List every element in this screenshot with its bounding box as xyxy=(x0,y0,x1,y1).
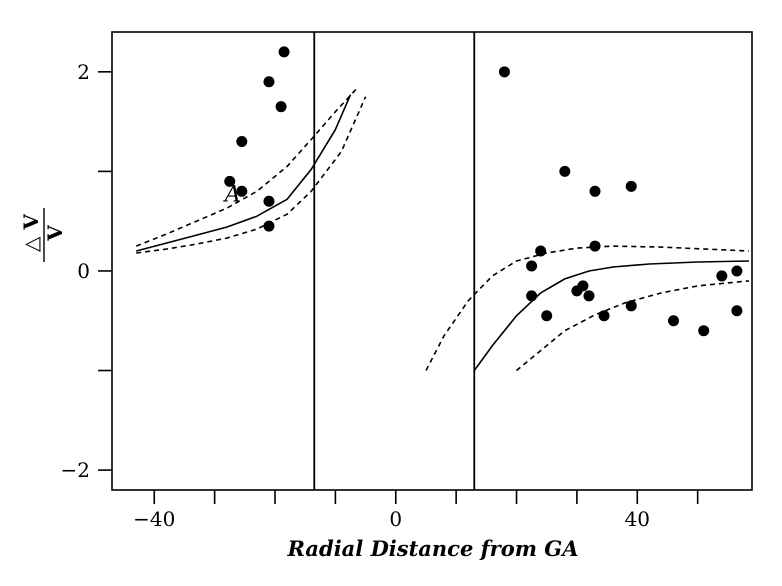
data-point xyxy=(668,315,680,327)
model-curve-dashed xyxy=(136,96,367,254)
x-tick-label: 0 xyxy=(389,507,402,531)
data-point xyxy=(589,240,601,252)
model-curve-solid xyxy=(135,94,352,252)
plot-frame xyxy=(111,31,753,491)
data-point xyxy=(275,101,287,113)
x-tick-label: −40 xyxy=(133,507,175,531)
axis-tick-labels: −40 0 40 −2 0 2 xyxy=(61,60,650,531)
data-point xyxy=(236,185,248,197)
vertical-lines xyxy=(313,32,476,490)
data-point xyxy=(625,180,637,192)
data-point xyxy=(498,66,510,78)
data-point xyxy=(263,76,275,88)
data-point xyxy=(598,310,610,322)
data-point xyxy=(698,325,710,337)
axis-ticks xyxy=(98,71,699,504)
y-tick-label: 2 xyxy=(77,60,90,84)
data-point xyxy=(559,165,571,177)
data-point xyxy=(278,46,290,58)
annotation-label: A xyxy=(223,182,241,207)
data-point xyxy=(526,260,538,272)
y-tick-label: 0 xyxy=(77,259,90,283)
model-curves xyxy=(135,88,750,372)
x-axis-label: Radial Distance from GA xyxy=(286,536,578,561)
data-point xyxy=(541,310,553,322)
data-point xyxy=(577,280,589,292)
data-point xyxy=(236,136,248,148)
data-point xyxy=(731,265,743,277)
data-point xyxy=(263,220,275,232)
data-point xyxy=(224,175,236,187)
y-axis-label-numerator: △ V xyxy=(19,214,43,252)
data-point xyxy=(583,290,595,302)
y-tick-label: −2 xyxy=(61,458,90,482)
model-curve-solid xyxy=(473,260,750,371)
data-point xyxy=(589,185,601,197)
data-point xyxy=(731,305,743,317)
data-point xyxy=(526,290,538,302)
x-tick-label: 40 xyxy=(625,507,650,531)
model-curve-dashed xyxy=(135,88,358,247)
data-points xyxy=(224,46,743,337)
data-point xyxy=(263,195,275,207)
data-point xyxy=(716,270,728,282)
model-curve-dashed xyxy=(515,280,750,372)
y-axis-label: △ V V xyxy=(19,208,67,262)
data-point xyxy=(535,245,547,257)
y-axis-label-denominator: V xyxy=(43,225,67,242)
data-point xyxy=(625,300,637,312)
